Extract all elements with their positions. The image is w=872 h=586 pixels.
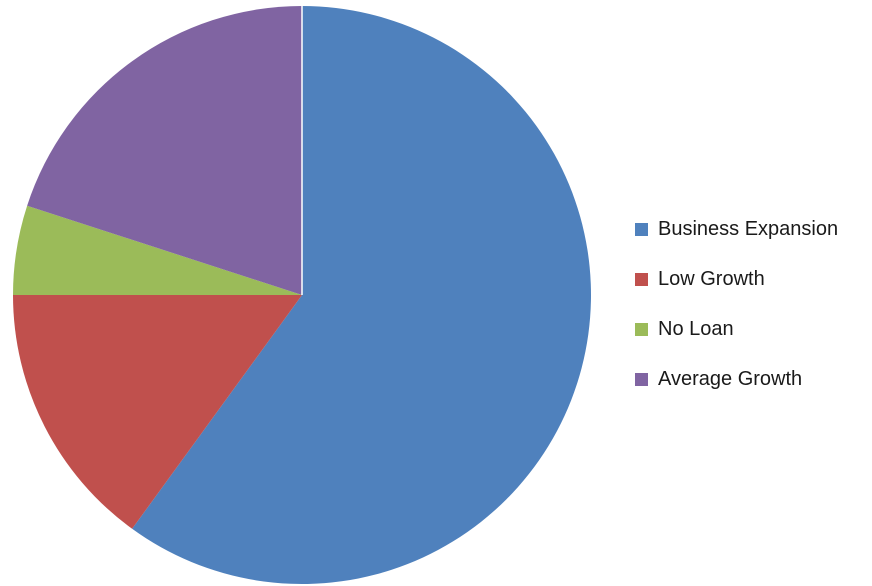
pie-slice-average-growth[interactable] bbox=[27, 5, 302, 295]
legend-swatch-business-expansion bbox=[635, 222, 648, 236]
legend-swatch-no-loan bbox=[635, 322, 648, 336]
legend-label-no-loan: No Loan bbox=[658, 318, 734, 340]
pie-slice-low-growth[interactable] bbox=[13, 295, 302, 529]
legend-label-low-growth: Low Growth bbox=[658, 268, 765, 290]
legend-item-low-growth[interactable]: Low Growth bbox=[635, 254, 838, 304]
legend: Business Expansion Low Growth No Loan Avera… bbox=[635, 204, 838, 404]
legend-label-average-growth: Average Growth bbox=[658, 368, 803, 390]
legend-item-average-growth[interactable]: Average Growth bbox=[635, 354, 838, 404]
legend-item-business-expansion[interactable]: Business Expansion bbox=[635, 204, 838, 254]
legend-label-business-expansion: Business Expansion bbox=[658, 218, 839, 240]
legend-item-no-loan[interactable]: No Loan bbox=[635, 304, 838, 354]
legend-swatch-low-growth bbox=[635, 272, 648, 286]
pie-slice-business-expansion[interactable] bbox=[132, 6, 591, 584]
legend-swatch-average-growth bbox=[635, 372, 648, 386]
pie-slice-no-loan[interactable] bbox=[12, 205, 302, 295]
